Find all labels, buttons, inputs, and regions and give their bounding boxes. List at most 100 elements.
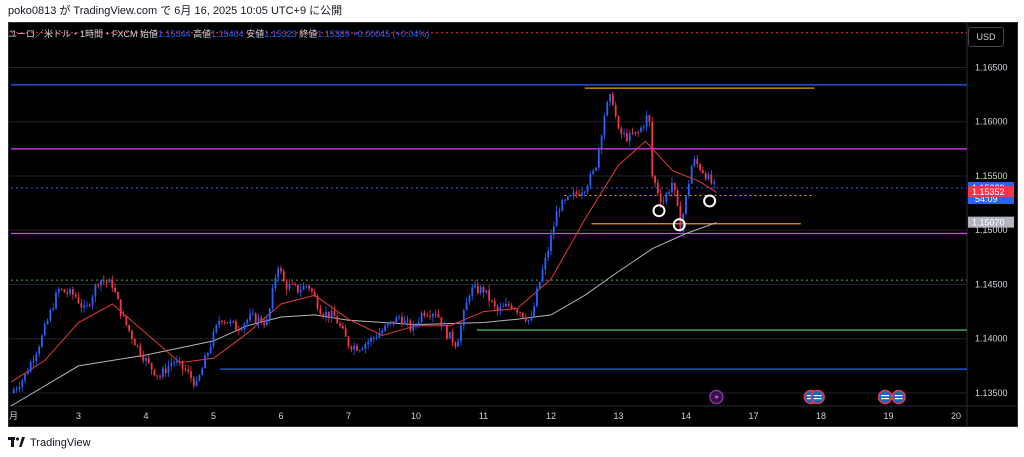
candle-body — [294, 284, 296, 285]
candle-body — [173, 362, 176, 363]
candle-body — [235, 321, 237, 330]
candle-body — [685, 195, 687, 214]
candle-body — [544, 257, 547, 270]
flag-stripe — [881, 395, 890, 397]
event-flag-icon — [877, 389, 893, 405]
candle-body — [628, 133, 631, 142]
candle-body — [63, 289, 66, 293]
candle-body — [316, 296, 319, 309]
candle-body — [249, 313, 251, 320]
candle-body — [623, 133, 626, 134]
candle-body — [392, 321, 395, 324]
open-label: 始値 — [140, 29, 159, 39]
candle-body — [97, 284, 100, 286]
x-tick-label: 13 — [613, 411, 623, 421]
candle-body — [257, 317, 260, 323]
candle-body — [268, 308, 271, 320]
candle-body — [659, 193, 662, 203]
candle-body — [552, 226, 555, 236]
y-tick-label: 1.15500 — [975, 171, 1008, 181]
candle-body — [468, 295, 471, 302]
price-label-box — [968, 216, 1014, 228]
candle-body — [215, 324, 218, 333]
candle-body — [409, 320, 412, 331]
candle-body — [116, 291, 119, 300]
candle-body — [221, 321, 223, 323]
x-tick-label: 19 — [883, 411, 893, 421]
candle-body — [74, 294, 77, 297]
candle-body — [336, 316, 339, 324]
candle-body — [386, 323, 389, 326]
candle-body — [226, 322, 229, 324]
candle-body — [600, 135, 603, 149]
candle-body — [353, 345, 356, 350]
candle-body — [313, 291, 316, 297]
x-tick-label: 5 — [211, 411, 216, 421]
candle-body — [223, 322, 226, 323]
x-tick-label: 11 — [479, 411, 488, 421]
candle-body — [417, 322, 420, 325]
event-flag-icon — [891, 389, 906, 405]
x-tick-label: 6月 — [9, 411, 18, 421]
candle-body — [527, 319, 530, 321]
candle-body — [237, 329, 240, 331]
candle-body — [648, 115, 651, 122]
candle-body — [77, 296, 80, 304]
y-tick-label: 1.16000 — [975, 117, 1008, 127]
candle-body — [24, 373, 26, 381]
candle-body — [682, 213, 685, 232]
candle-body — [581, 192, 583, 196]
x-tick-label: 3 — [76, 411, 81, 421]
candle-body — [656, 182, 659, 194]
publish-header: poko0813 が TradingView.com で 6月 16, 2025… — [0, 0, 1024, 22]
candle-body — [710, 174, 713, 184]
candle-body — [642, 126, 645, 128]
candle-body — [105, 281, 108, 283]
candle-body — [212, 332, 215, 347]
candle-body — [505, 303, 507, 307]
candle-body — [566, 196, 569, 200]
candle-body — [243, 323, 246, 329]
candle-body — [347, 336, 350, 347]
candle-body — [485, 290, 488, 293]
candle-body — [499, 307, 502, 311]
candle-body — [524, 317, 527, 321]
price-chart[interactable]: 1.16500 1.16000 1.15500 1.15000 1.14500 1.140… — [4, 23, 1017, 426]
flag-stripe — [894, 398, 903, 400]
candle-body — [401, 317, 403, 325]
candle-body — [178, 360, 181, 362]
candle-body — [330, 310, 333, 318]
candle-body — [69, 289, 71, 294]
candle-body — [367, 341, 370, 344]
candle-body — [507, 303, 510, 306]
x-tick-label: 6 — [278, 411, 283, 421]
candle-body — [614, 105, 617, 116]
candle-body — [176, 360, 178, 363]
candle-body — [184, 368, 187, 370]
chart-legend: ユーロ／米ドル・1時間・FXCM 始値1.15344 高値1.15404 安値1… — [8, 27, 429, 40]
candle-body — [375, 337, 378, 339]
y-tick-label: 1.15000 — [975, 225, 1008, 235]
candle-body — [43, 324, 46, 336]
ma-fast-line — [10, 140, 717, 383]
candle-body — [18, 386, 21, 389]
candle-body — [35, 353, 38, 361]
currency-button[interactable]: USD — [968, 27, 1004, 47]
candle-body — [296, 284, 299, 293]
candle-body — [71, 289, 74, 295]
candle-body — [181, 361, 184, 369]
candle-body — [26, 371, 29, 374]
candle-body — [271, 288, 274, 309]
candle-body — [280, 268, 282, 272]
chart-area[interactable]: 1.16500 1.16000 1.15500 1.15000 1.14500 1.140… — [4, 22, 1018, 427]
x-tick-label: 10 — [411, 411, 421, 421]
candle-body — [204, 355, 206, 369]
candle-body — [254, 313, 257, 323]
x-tick-label: 20 — [951, 411, 961, 421]
candle-body — [49, 310, 52, 321]
candle-body — [136, 345, 139, 347]
candle-body — [122, 315, 125, 317]
candle-body — [164, 368, 167, 373]
candle-body — [41, 335, 43, 347]
candle-body — [426, 315, 429, 317]
